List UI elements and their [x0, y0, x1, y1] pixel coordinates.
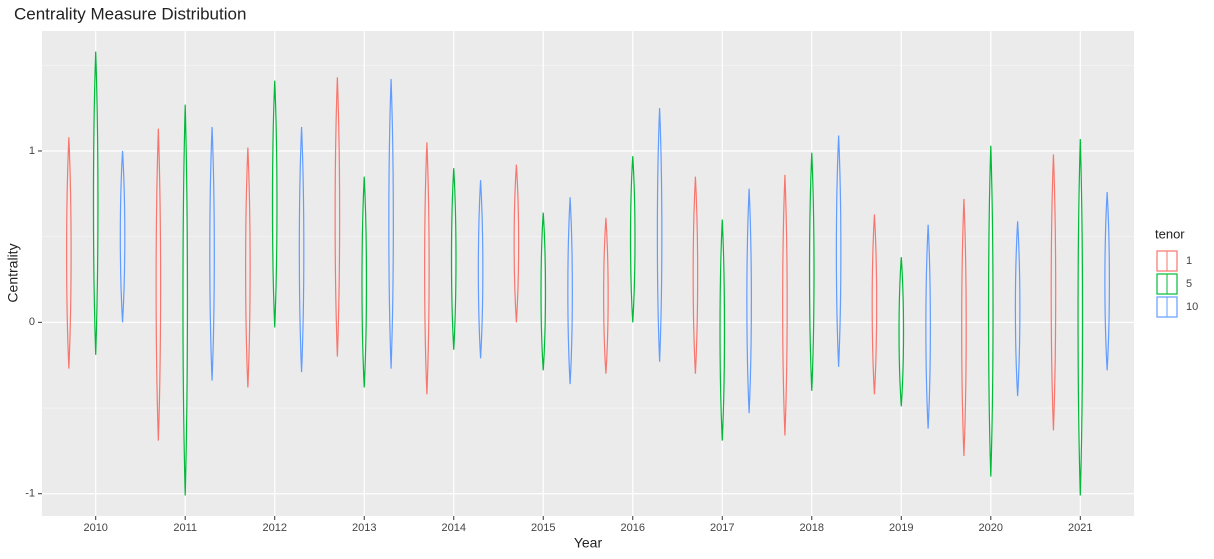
legend-label: 10	[1186, 301, 1198, 313]
violin	[835, 135, 842, 367]
violin	[1050, 154, 1057, 431]
violin	[209, 126, 215, 381]
violin	[692, 176, 699, 374]
violin	[808, 152, 815, 391]
legend-title: tenor	[1155, 226, 1185, 241]
x-tick-label: 2013	[352, 522, 376, 534]
violin	[1077, 138, 1084, 496]
x-tick-label: 2012	[262, 522, 286, 534]
panel	[42, 31, 1134, 516]
violin	[898, 257, 905, 407]
x-tick-label: 2014	[441, 522, 465, 534]
x-tick-label: 2015	[531, 522, 555, 534]
x-tick-label: 2017	[710, 522, 734, 534]
y-axis-label: Centrality	[5, 243, 21, 302]
x-tick-label: 2019	[889, 522, 913, 534]
violin	[603, 217, 609, 374]
violin	[719, 219, 726, 441]
violin	[540, 212, 547, 371]
legend-label: 5	[1186, 278, 1192, 290]
violin	[1014, 221, 1021, 397]
y-tick-label: 1	[29, 145, 35, 157]
violin	[513, 164, 520, 323]
x-axis-label: Year	[574, 535, 603, 551]
violin	[92, 51, 99, 355]
violin	[656, 108, 663, 362]
x-tick-label: 2020	[979, 522, 1003, 534]
x-tick-label: 2016	[621, 522, 645, 534]
violin	[119, 150, 126, 323]
violin	[629, 156, 636, 323]
chart-title: Centrality Measure Distribution	[14, 4, 246, 23]
violin	[450, 168, 457, 350]
x-tick-label: 2010	[83, 522, 107, 534]
violin	[182, 104, 189, 496]
legend-label: 1	[1186, 255, 1192, 267]
violin	[155, 128, 162, 441]
violin	[1104, 192, 1110, 371]
violin	[871, 214, 878, 395]
violin	[567, 197, 573, 385]
x-tick-label: 2018	[800, 522, 824, 534]
violin	[361, 176, 368, 388]
violin	[477, 180, 484, 359]
violin	[925, 224, 931, 429]
violin	[245, 147, 251, 388]
x-tick-label: 2011	[173, 522, 197, 534]
violin	[66, 137, 72, 369]
violin	[298, 126, 305, 373]
violin	[271, 80, 278, 328]
y-tick-label: 0	[29, 316, 35, 328]
violin	[424, 142, 430, 395]
violin	[746, 188, 752, 414]
violin	[334, 77, 341, 357]
violin	[961, 198, 967, 457]
violin	[987, 145, 994, 477]
y-tick-label: -1	[25, 488, 35, 500]
violin	[782, 174, 788, 436]
x-tick-label: 2021	[1068, 522, 1092, 534]
violin	[388, 78, 394, 369]
